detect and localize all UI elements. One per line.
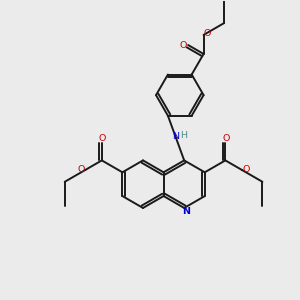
Text: N: N xyxy=(172,132,179,141)
Text: O: O xyxy=(243,165,250,174)
Text: H: H xyxy=(180,130,187,140)
Text: O: O xyxy=(203,29,211,38)
Text: N: N xyxy=(182,207,190,216)
Text: O: O xyxy=(77,165,85,174)
Text: O: O xyxy=(180,40,188,50)
Text: O: O xyxy=(222,134,230,143)
Text: O: O xyxy=(99,134,106,143)
